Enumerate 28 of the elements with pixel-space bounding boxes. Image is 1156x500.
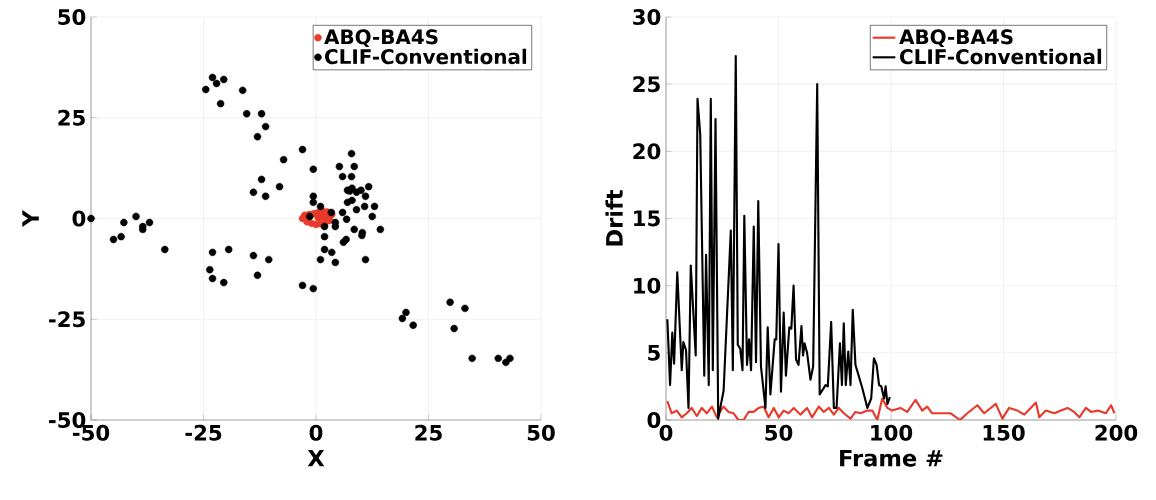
y-tick-label: 0 [647, 411, 661, 429]
x-tick-label: 0 [309, 424, 323, 441]
y-tick-label: 25 [58, 109, 85, 126]
y-tick-label: 15 [634, 210, 660, 227]
x-tick-label: -25 [185, 424, 222, 441]
x-tick-label: 50 [527, 424, 555, 441]
y-tick-label: 10 [634, 277, 661, 294]
x-axis-title: X [307, 449, 325, 467]
x-tick-label: 200 [1095, 424, 1138, 441]
y-tick-label: 25 [633, 76, 660, 93]
legend-label: CLIF-Conventional [325, 48, 527, 65]
y-tick-label: 20 [633, 143, 661, 160]
x-tick-label: 50 [765, 424, 793, 441]
y-tick-label: 30 [633, 8, 661, 26]
y-tick-label: -25 [49, 311, 85, 328]
x-tick-label: 100 [871, 424, 913, 441]
y-axis-title: Drift [605, 189, 623, 246]
y-tick-label: 0 [72, 210, 86, 227]
y-axis-title: Y [22, 210, 39, 227]
x-tick-label: 0 [659, 424, 673, 441]
x-tick-label: 150 [983, 424, 1025, 441]
x-axis-title: Frame # [840, 449, 943, 467]
x-tick-label: 25 [415, 424, 442, 441]
legend-label: CLIF-Conventional [900, 48, 1102, 65]
y-tick-label: 50 [58, 8, 86, 26]
legend-label: ABQ-BA4S [324, 29, 438, 47]
legend-label: ABQ-BA4S [899, 29, 1013, 48]
y-tick-label: 5 [648, 344, 660, 361]
